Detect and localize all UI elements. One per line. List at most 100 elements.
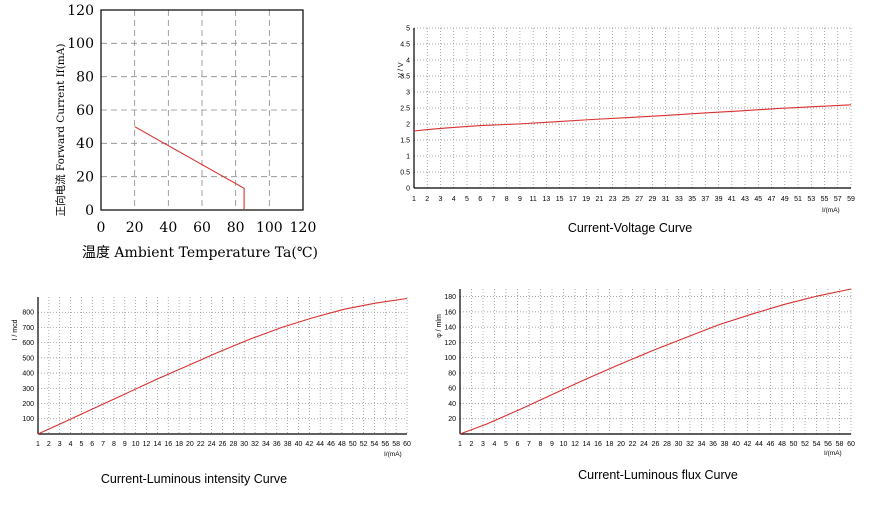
c4-x-tick-label: 60 — [847, 441, 855, 448]
c3-x-tick-label: 12 — [143, 441, 151, 448]
c3-x-tick-label: 16 — [164, 441, 172, 448]
c3-y-tick-label: 100 — [22, 416, 34, 423]
c4-x-tick-label: 20 — [617, 441, 625, 448]
c3-x-tick-label: 20 — [186, 441, 194, 448]
c3-x-tick-label: 5 — [79, 441, 83, 448]
c1-y-tick-label: 60 — [76, 103, 94, 119]
c4-x-tick-label: 8 — [539, 441, 543, 448]
c2-x-tick-label: 9 — [518, 196, 522, 203]
c4-x-tick-label: 44 — [755, 441, 763, 448]
c3-x-tick-label: 44 — [316, 441, 324, 448]
c2-x-tick-label: 4 — [452, 196, 456, 203]
c4-x-tick-label: 38 — [721, 441, 729, 448]
c2-x-tick-label: 7 — [492, 196, 496, 203]
c4-x-tick-label: 1 — [458, 441, 462, 448]
c2-x-tick-label: 33 — [675, 196, 683, 203]
c2-y-tick-label: 5 — [406, 25, 410, 32]
c3-x-tick-label: 4 — [69, 441, 73, 448]
c3-y-tick-label: 200 — [22, 401, 34, 408]
c2-x-tick-label: 59 — [847, 196, 855, 203]
c4-x-tick-label: 30 — [675, 441, 683, 448]
c4-x-tick-label: 6 — [516, 441, 520, 448]
c2-series-line-0 — [413, 104, 852, 132]
c2-y-tick-label: 2.5 — [400, 105, 410, 112]
c2-x-tick-label: 21 — [595, 196, 603, 203]
c3-x-tick-label: 8 — [112, 441, 116, 448]
c3-x-tick-label: 30 — [240, 441, 248, 448]
c3-x-tick-label: 22 — [197, 441, 205, 448]
current-voltage-x-ticks: 1 2 3 4 5 6 7 8 9 11 13 15 17 19 21 23 25 27 29 31 33 35 37 39 4… — [412, 196, 855, 203]
c3-y-tick-label: 600 — [22, 340, 34, 347]
luminous-flux-series — [459, 288, 852, 435]
c4-y-tick-label: 120 — [444, 340, 456, 347]
c3-x-tick-label: 24 — [208, 441, 216, 448]
luminous-flux-x-label: I/(mA) — [824, 450, 842, 457]
c2-x-tick-label: 43 — [741, 196, 749, 203]
c2-x-tick-label: 11 — [530, 196, 537, 203]
c3-x-tick-label: 40 — [295, 441, 303, 448]
c3-x-tick-label: 10 — [132, 441, 140, 448]
c4-y-tick-label: 180 — [444, 294, 456, 301]
c4-x-tick-label: 58 — [836, 441, 844, 448]
c4-x-tick-label: 34 — [698, 441, 706, 448]
c1-x-tick-label: 60 — [193, 220, 211, 236]
c3-x-tick-label: 14 — [153, 441, 161, 448]
c4-y-tick-label: 160 — [444, 309, 456, 316]
c1-y-tick-label: 80 — [76, 70, 94, 86]
c1-x-tick-label: 120 — [290, 220, 317, 236]
c2-x-tick-label: 6 — [478, 196, 482, 203]
c1-y-tick-label: 20 — [76, 170, 94, 186]
current-voltage-grid — [413, 27, 852, 189]
c3-x-tick-label: 3 — [58, 441, 62, 448]
luminous-flux-grid — [459, 289, 852, 434]
c4-x-tick-label: 10 — [560, 441, 568, 448]
c2-y-tick-label: 3.5 — [400, 73, 410, 80]
current-voltage-axes — [413, 28, 851, 189]
c2-x-tick-label: 15 — [556, 196, 564, 203]
c2-x-tick-label: 35 — [688, 196, 696, 203]
current-voltage-y-label: V / V — [398, 62, 405, 78]
c2-x-tick-label: 57 — [834, 196, 842, 203]
derating-x-label: 温度 Ambient Temperature Ta(℃) — [82, 245, 318, 261]
c3-x-tick-label: 26 — [219, 441, 227, 448]
c2-x-tick-label: 1 — [412, 196, 416, 203]
luminous-flux-axes — [459, 289, 851, 435]
c2-x-tick-label: 8 — [505, 196, 509, 203]
c3-x-tick-label: 60 — [403, 441, 411, 448]
current-voltage-y-ticks: 0 0.5 1 1.5 2 2.5 3 3.5 4 4.5 5 — [400, 25, 410, 192]
c1-x-tick-label: 20 — [126, 220, 144, 236]
luminous-intensity-series — [37, 297, 408, 435]
derating-x-ticks: 0 20 40 60 80 100 120 — [97, 220, 317, 236]
luminous-flux-y-label: φ / mlm — [436, 314, 443, 338]
luminous-intensity-y-label: I / mcd — [12, 319, 19, 340]
c4-x-tick-label: 54 — [813, 441, 821, 448]
c4-x-tick-label: 52 — [801, 441, 809, 448]
c2-x-tick-label: 31 — [662, 196, 670, 203]
c2-x-tick-label: 53 — [807, 196, 815, 203]
c2-x-tick-label: 39 — [715, 196, 723, 203]
c2-y-tick-label: 1 — [406, 153, 410, 160]
c3-x-tick-label: 9 — [123, 441, 127, 448]
c4-x-tick-label: 5 — [504, 441, 508, 448]
c4-x-tick-label: 9 — [550, 441, 554, 448]
c1-x-tick-label: 40 — [159, 220, 177, 236]
c3-x-tick-label: 54 — [371, 441, 379, 448]
c3-series-line-0 — [37, 297, 408, 435]
c2-x-tick-label: 19 — [582, 196, 590, 203]
derating-series — [134, 126, 245, 210]
c2-y-tick-label: 4 — [406, 57, 410, 64]
c2-x-tick-label: 5 — [465, 196, 469, 203]
c3-x-tick-label: 56 — [381, 441, 389, 448]
c3-x-tick-label: 7 — [101, 441, 105, 448]
c3-x-tick-label: 34 — [262, 441, 270, 448]
c1-y-tick-label: 40 — [76, 136, 94, 152]
c2-x-tick-label: 47 — [768, 196, 776, 203]
c4-y-tick-label: 20 — [448, 416, 456, 423]
c4-x-tick-label: 4 — [493, 441, 497, 448]
c3-x-tick-label: 32 — [251, 441, 259, 448]
c2-x-tick-label: 3 — [439, 196, 443, 203]
c4-x-tick-label: 40 — [732, 441, 740, 448]
c2-y-tick-label: 3 — [406, 89, 410, 96]
derating-y-label: 正向电流 Forward Current If(mA) — [54, 44, 67, 217]
c3-y-tick-label: 500 — [22, 355, 34, 362]
